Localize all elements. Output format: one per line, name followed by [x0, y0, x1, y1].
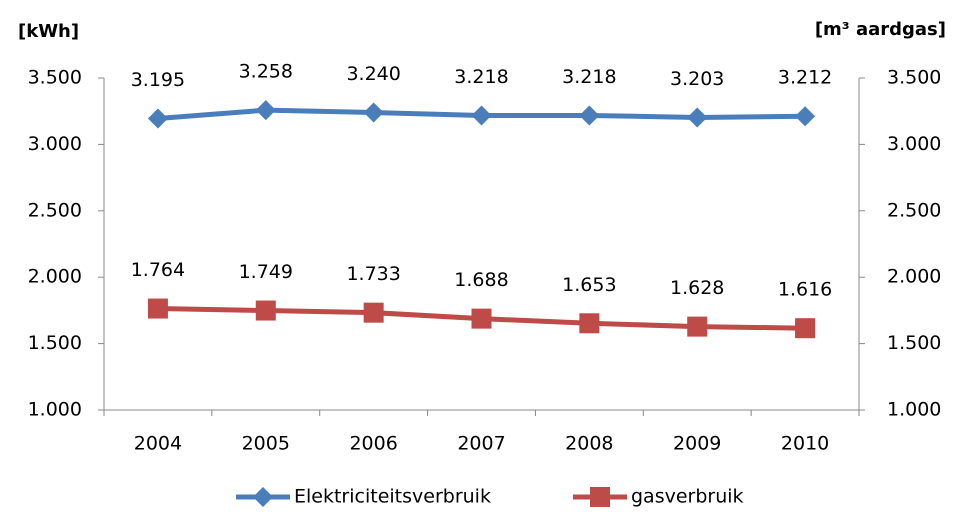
data-label: 3.218 — [454, 66, 508, 88]
x-tick-label: 2010 — [781, 433, 829, 455]
legend-marker — [590, 487, 610, 507]
data-point — [795, 106, 816, 127]
y-tick-label: 3.000 — [28, 133, 82, 155]
data-point — [471, 105, 492, 126]
x-tick-label: 2009 — [673, 433, 721, 455]
data-label: 3.240 — [346, 63, 400, 85]
data-point — [255, 300, 276, 321]
y2-tick-label: 1.500 — [887, 332, 941, 354]
y-tick-label: 1.500 — [28, 332, 82, 354]
y2-tick-label: 1.000 — [887, 399, 941, 421]
data-point — [471, 308, 492, 329]
legend-marker — [253, 487, 273, 507]
y2-tick-label: 3.000 — [887, 133, 941, 155]
data-label: 3.218 — [562, 66, 616, 88]
data-point — [147, 108, 168, 129]
data-label: 3.195 — [131, 69, 185, 91]
y-axis-title: [kWh] — [18, 21, 79, 42]
data-label: 1.764 — [131, 259, 185, 281]
data-point — [363, 102, 384, 123]
data-label: 1.733 — [346, 263, 400, 285]
data-point — [687, 107, 708, 128]
data-label: 3.258 — [239, 61, 293, 83]
data-point — [579, 313, 600, 334]
x-tick-label: 2008 — [565, 433, 613, 455]
legend-label: Elektriciteitsverbruik — [294, 486, 491, 508]
data-point — [795, 318, 816, 339]
x-tick-label: 2005 — [242, 433, 290, 455]
y2-tick-label: 2.000 — [887, 266, 941, 288]
data-label: 1.653 — [562, 274, 616, 296]
data-point — [363, 302, 384, 323]
data-label: 3.203 — [670, 68, 724, 90]
data-point — [579, 105, 600, 126]
y2-axis-title: [m³ aardgas] — [815, 19, 946, 40]
data-label: 1.628 — [670, 277, 724, 299]
data-label: 1.688 — [454, 269, 508, 291]
y-tick-label: 3.500 — [28, 67, 82, 89]
data-point — [687, 316, 708, 337]
x-tick-label: 2004 — [134, 433, 182, 455]
y-tick-label: 1.000 — [28, 399, 82, 421]
y2-tick-label: 2.500 — [887, 199, 941, 221]
data-label: 1.616 — [778, 279, 832, 301]
data-point — [147, 298, 168, 319]
data-label: 3.212 — [778, 67, 832, 89]
y-tick-label: 2.500 — [28, 199, 82, 221]
x-tick-label: 2007 — [457, 433, 505, 455]
data-point — [255, 100, 276, 121]
y-tick-label: 2.000 — [28, 266, 82, 288]
data-label: 1.749 — [239, 261, 293, 283]
x-tick-label: 2006 — [349, 433, 397, 455]
legend-label: gasverbruik — [631, 486, 744, 508]
y2-tick-label: 3.500 — [887, 67, 941, 89]
